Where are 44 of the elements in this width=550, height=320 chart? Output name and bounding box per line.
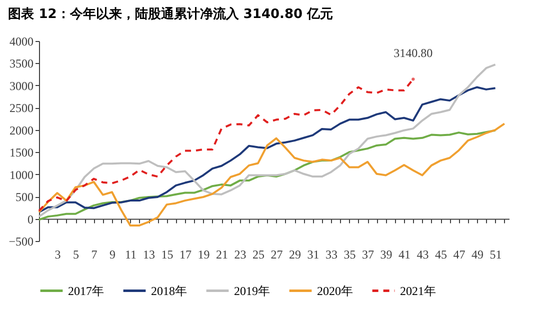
x-tick-label: 17 bbox=[180, 248, 192, 262]
x-tick-label: 29 bbox=[289, 248, 302, 262]
y-tick-label: 4000 bbox=[10, 34, 34, 48]
y-tick-label: −500 bbox=[8, 234, 34, 248]
x-tick-label: 31 bbox=[307, 248, 320, 262]
y-tick-label: 500 bbox=[16, 190, 34, 204]
x-tick-label: 3 bbox=[54, 248, 61, 262]
y-tick-label: 0 bbox=[28, 212, 34, 226]
x-tick-label: 27 bbox=[270, 248, 283, 262]
legend-label: 2020年 bbox=[317, 284, 353, 298]
legend-label: 2021年 bbox=[400, 284, 436, 298]
legend-label: 2019年 bbox=[234, 284, 270, 298]
x-tick-label: 35 bbox=[344, 248, 356, 262]
x-tick-label: 9 bbox=[110, 248, 116, 262]
x-tick-label: 21 bbox=[216, 248, 228, 262]
y-tick-label: 3000 bbox=[10, 78, 34, 93]
annotation: 3140.80 bbox=[394, 46, 433, 60]
line-series bbox=[38, 86, 496, 214]
x-tick-label: 37 bbox=[362, 248, 374, 262]
x-tick-label: 7 bbox=[91, 248, 98, 262]
legend-label: 2017年 bbox=[68, 284, 104, 298]
x-tick-label: 41 bbox=[398, 248, 411, 262]
line-series bbox=[38, 64, 496, 218]
y-tick-label: 1000 bbox=[10, 168, 34, 182]
legend-label: 2018年 bbox=[151, 284, 187, 298]
x-tick-label: 45 bbox=[435, 248, 448, 262]
x-tick-label: 49 bbox=[472, 248, 484, 262]
y-tick-label: 2000 bbox=[10, 123, 34, 138]
x-tick-label: 51 bbox=[490, 248, 502, 262]
x-tick-label: 13 bbox=[143, 248, 156, 262]
y-tick-label: 3500 bbox=[10, 56, 34, 71]
x-tick-label: 15 bbox=[161, 248, 174, 262]
y-tick-label: 1500 bbox=[10, 146, 34, 160]
x-tick-label: 33 bbox=[326, 248, 338, 262]
chart-title: 图表 12：今年以来，陆股通累计净流入 3140.80 亿元 bbox=[8, 6, 334, 22]
x-tick-label: 5 bbox=[73, 248, 80, 262]
x-tick-label: 47 bbox=[453, 248, 466, 262]
x-tick-label: 39 bbox=[380, 248, 392, 262]
x-tick-label: 43 bbox=[416, 248, 429, 262]
x-tick-label: 25 bbox=[252, 248, 265, 262]
x-tick-label: 23 bbox=[234, 248, 246, 262]
x-tick-label: 19 bbox=[198, 248, 210, 262]
x-tick-label: 11 bbox=[124, 248, 137, 262]
y-tick-label: 2500 bbox=[10, 101, 34, 116]
